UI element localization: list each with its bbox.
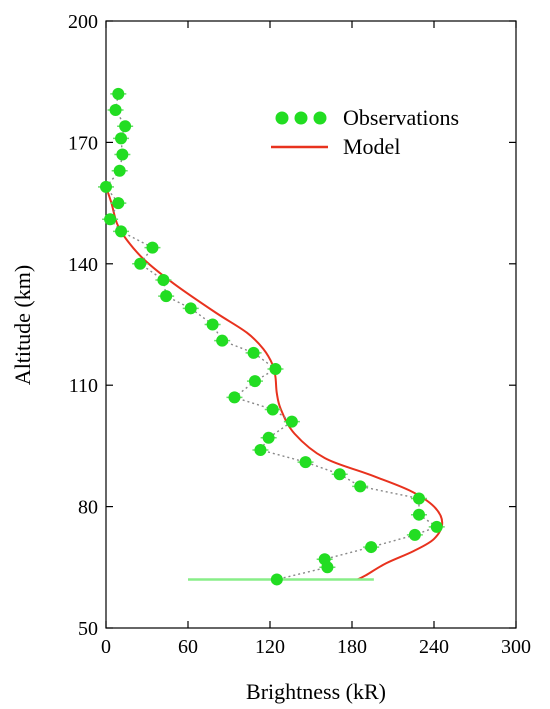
y-tick-label: 200 xyxy=(68,11,98,33)
observation-point xyxy=(100,180,112,193)
observation-point xyxy=(269,363,282,376)
observation-point xyxy=(119,120,132,133)
observation-point xyxy=(184,302,197,315)
observation-point xyxy=(116,148,129,161)
observation-point xyxy=(365,541,378,554)
y-tick-label: 140 xyxy=(68,254,98,276)
observation-point xyxy=(113,164,126,177)
legend-observations-marker xyxy=(275,111,289,125)
observation-point xyxy=(115,225,128,238)
observation-point xyxy=(157,273,170,286)
y-tick-label: 110 xyxy=(69,375,98,397)
observation-point xyxy=(299,456,312,469)
y-tick-label: 50 xyxy=(78,618,98,640)
legend-observations-label: Observations xyxy=(343,105,459,130)
observation-point xyxy=(266,403,279,416)
observation-point xyxy=(104,213,117,226)
observations-series xyxy=(98,87,445,586)
observation-point xyxy=(430,520,443,533)
observation-point xyxy=(160,290,173,303)
y-tick-label: 80 xyxy=(78,497,98,519)
model-line xyxy=(105,186,444,581)
observation-point xyxy=(109,104,122,117)
model-series xyxy=(105,186,444,581)
observation-point xyxy=(216,334,229,347)
observation-point xyxy=(408,528,421,541)
observation-point xyxy=(412,508,425,521)
plot-frame xyxy=(105,20,517,629)
legend-observations-marker xyxy=(313,111,327,125)
axes xyxy=(105,20,517,629)
x-tick-label: 300 xyxy=(501,636,531,658)
x-tick-label: 0 xyxy=(101,636,111,658)
observation-point xyxy=(321,561,334,574)
observation-point xyxy=(262,431,275,444)
observation-point xyxy=(254,443,267,456)
y-axis-title: Altitude (km) xyxy=(10,265,35,385)
observation-point xyxy=(354,480,367,493)
observation-point xyxy=(206,318,219,331)
x-tick-label: 120 xyxy=(255,636,285,658)
legend: Observations Model xyxy=(271,105,459,159)
x-axis-title: Brightness (kR) xyxy=(246,679,386,704)
observation-point xyxy=(412,492,425,505)
x-tick-label: 240 xyxy=(419,636,449,658)
observation-point xyxy=(146,241,159,254)
observation-point xyxy=(248,375,261,388)
x-tick-label: 60 xyxy=(178,636,198,658)
observation-point xyxy=(115,132,128,145)
observation-point xyxy=(247,346,260,359)
observation-point xyxy=(228,391,241,404)
x-tick-label: 180 xyxy=(337,636,367,658)
observation-point xyxy=(112,197,125,210)
observations-connector xyxy=(105,93,439,581)
y-tick-label: 170 xyxy=(68,132,98,154)
observation-point xyxy=(112,87,125,100)
legend-observations-marker xyxy=(294,111,308,125)
observation-point xyxy=(270,573,283,586)
tick-labels: 50 80 110 140 170 200 0 60 120 180 240 300 xyxy=(68,11,531,658)
observation-point xyxy=(333,468,346,481)
legend-model-label: Model xyxy=(343,134,400,159)
observation-point xyxy=(285,415,298,428)
observation-point xyxy=(134,257,147,270)
